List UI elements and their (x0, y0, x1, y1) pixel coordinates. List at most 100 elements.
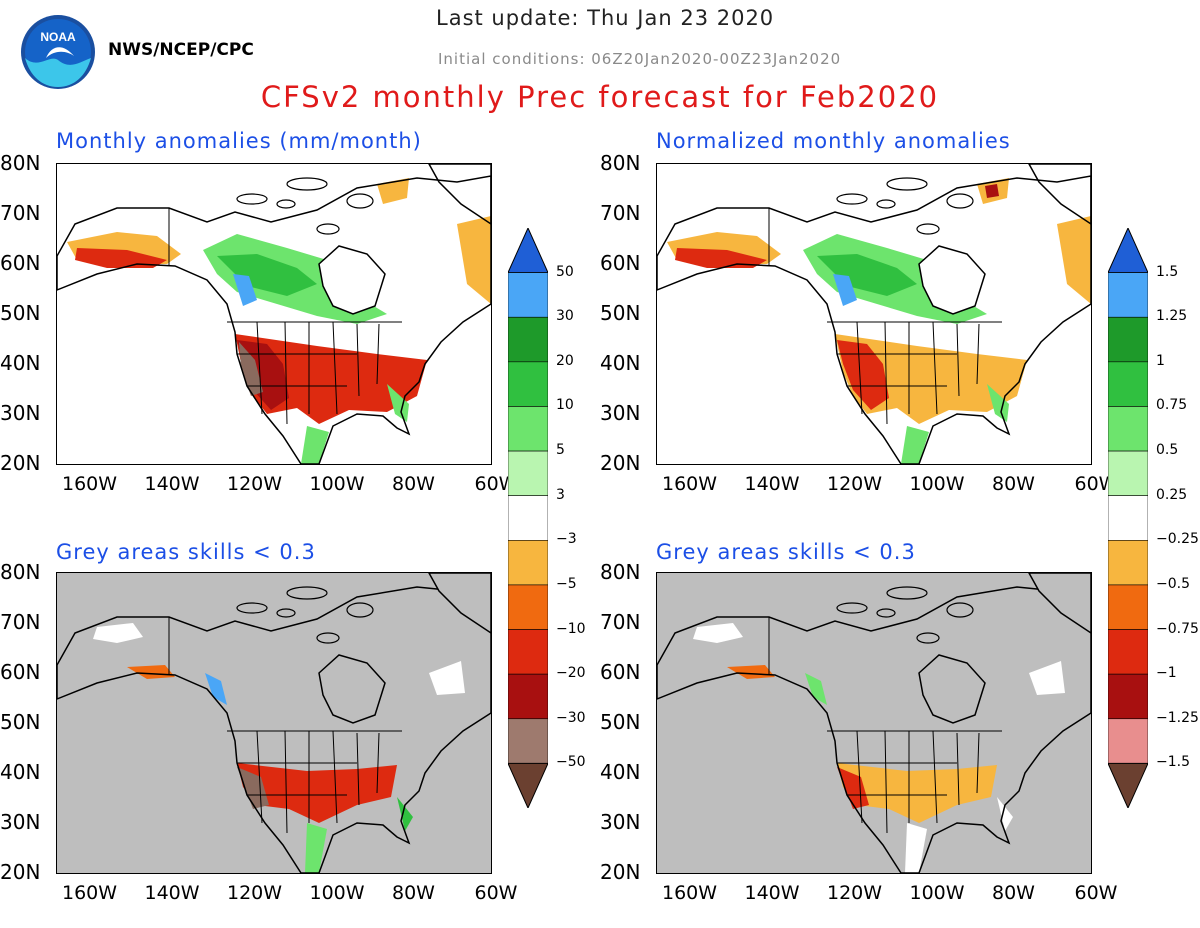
unmasked-labrador (1029, 661, 1065, 695)
colorbar-segment (1108, 673, 1148, 720)
lon-label: 120W (227, 473, 283, 495)
panel-title-skill-right: Grey areas skills < 0.3 (656, 540, 916, 564)
arctic-island (276, 199, 296, 209)
greenland (428, 573, 491, 634)
colorbar-label: 1.5 (1156, 263, 1179, 280)
lat-label: 70N (0, 610, 41, 634)
lat-label: 80N (600, 151, 641, 175)
arctic-island (346, 602, 374, 618)
anomaly-southwest (837, 340, 889, 410)
colorbar-segment (508, 718, 548, 764)
anomaly-florida (387, 384, 409, 422)
masked-mexico (905, 823, 927, 873)
masked-bc-anom (805, 673, 827, 705)
lat-label: 50N (0, 710, 41, 734)
lon-label: 100W (309, 473, 365, 495)
anomaly-green-mid (817, 254, 917, 296)
lat-label: 50N (600, 710, 641, 734)
lon-label: 60W (474, 882, 518, 904)
colorbar-label: −20 (556, 665, 586, 682)
map-anomalies (56, 163, 492, 465)
colorbar-segment (1108, 272, 1148, 318)
arctic-island (276, 608, 296, 618)
lat-label: 60N (0, 660, 41, 684)
main-title: CFSv2 monthly Prec forecast for Feb2020 (260, 80, 940, 114)
lat-label: 70N (600, 201, 641, 225)
greenland (1028, 573, 1091, 634)
colorbar-anomalies (508, 228, 548, 808)
colorbar-label: 30 (556, 308, 574, 325)
arctic-island (916, 223, 940, 235)
last-update: Last update: Thu Jan 23 2020 (436, 6, 775, 30)
coastline (657, 584, 1091, 873)
arctic-island (286, 586, 328, 600)
colorbar-segment (1108, 718, 1148, 764)
lon-label: 60W (1074, 882, 1118, 904)
coastline (657, 175, 1091, 464)
arctic-island (316, 632, 340, 644)
colorbar-segment (1108, 629, 1148, 675)
unmasked-alaska (93, 623, 143, 643)
colorbar-label: 10 (556, 397, 574, 414)
greenland (428, 164, 491, 225)
colorbar-label: 50 (556, 263, 574, 280)
lat-label: 20N (0, 860, 41, 884)
lat-label: 30N (0, 810, 41, 834)
arctic-island (346, 193, 374, 209)
lon-label: 140W (744, 473, 800, 495)
lat-label: 70N (600, 610, 641, 634)
anomaly-red-alaska (675, 248, 767, 268)
arctic-island (286, 177, 328, 191)
colorbar-normalized (1108, 228, 1148, 808)
lat-label: 30N (600, 810, 641, 834)
lat-label: 50N (600, 301, 641, 325)
logo-text: NOAA (40, 30, 76, 44)
anomaly-red-alaska (75, 248, 167, 268)
state-borders (168, 208, 402, 425)
colorbar-arrow-up (508, 228, 548, 274)
colorbar-segment (508, 450, 548, 496)
panel-title-skill-left: Grey areas skills < 0.3 (56, 540, 316, 564)
lon-label: 160W (662, 473, 718, 495)
lat-label: 70N (0, 201, 41, 225)
anomaly-mexico (901, 426, 929, 464)
state-borders (168, 617, 402, 834)
colorbar-arrow-down (508, 762, 548, 808)
agency-label: NWS/NCEP/CPC (108, 40, 254, 60)
colorbar-label: −1 (1156, 665, 1177, 682)
anomaly-arctic-red (985, 184, 999, 198)
hudson-bay (318, 654, 386, 724)
coastline (57, 175, 491, 464)
colorbar-label: 0.75 (1156, 397, 1188, 414)
arctic-island (836, 602, 868, 614)
colorbar-label: 1 (1156, 352, 1165, 369)
colorbar-label: 0.25 (1156, 486, 1188, 503)
arctic-island (946, 602, 974, 618)
lon-label: 80W (392, 473, 435, 495)
lon-label: 100W (909, 473, 965, 495)
masked-florida (397, 797, 413, 831)
hudson-bay (918, 245, 986, 315)
arctic-island (236, 193, 268, 205)
colorbar-label: 0.5 (1156, 442, 1179, 459)
colorbar-label: −30 (556, 709, 586, 726)
colorbar-label: 3 (556, 486, 565, 503)
lat-label: 40N (0, 351, 41, 375)
lon-label: 60W (1074, 473, 1118, 495)
panel-title-normalized: Normalized monthly anomalies (656, 129, 1011, 153)
arctic-island (886, 177, 928, 191)
arctic-island (916, 632, 940, 644)
colorbar-segment (508, 540, 548, 586)
colorbar-arrow-up (1108, 228, 1148, 274)
lon-label: 100W (309, 882, 365, 904)
unmasked-alaska (693, 623, 743, 643)
lat-label: 40N (600, 351, 641, 375)
lon-label: 160W (62, 882, 118, 904)
anomaly-blue (833, 274, 857, 306)
colorbar-segment (1108, 361, 1148, 407)
panel-title-anomalies: Monthly anomalies (mm/month) (56, 129, 422, 153)
colorbar-segment (1108, 450, 1148, 496)
colorbar-arrow-down (1108, 762, 1148, 808)
lat-label: 80N (0, 560, 41, 584)
lat-label: 40N (600, 760, 641, 784)
